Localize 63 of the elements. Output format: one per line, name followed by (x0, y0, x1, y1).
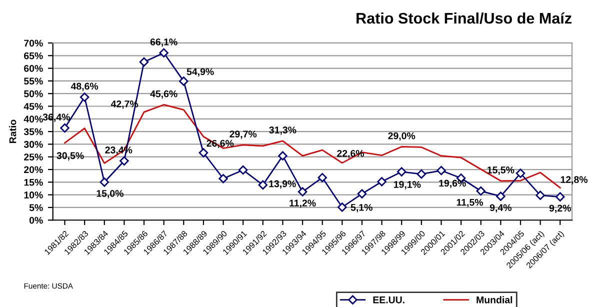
point (100, 178, 110, 187)
point (198, 148, 208, 158)
data-label: 29,7% (230, 130, 257, 139)
point (338, 202, 347, 212)
point (496, 192, 506, 201)
point (516, 168, 526, 178)
y-tick-label: 30% (24, 140, 43, 148)
data-label: 11,5% (456, 198, 484, 208)
point (80, 92, 90, 102)
y-tick-label: 45% (24, 103, 43, 110)
data-label: 11,2% (290, 200, 316, 208)
y-tick-label: 25% (24, 154, 43, 160)
data-label: 19,6% (439, 180, 466, 188)
data-label: 31,3% (269, 126, 296, 135)
legend-label: EE.UU. (373, 296, 404, 304)
y-tick-label: 15% (24, 178, 43, 186)
point (357, 189, 367, 198)
y-axis-title: Ratio (9, 120, 16, 144)
y-tick-label: 70% (24, 40, 43, 47)
point (436, 166, 446, 176)
data-label: 5,1% (350, 204, 372, 212)
point (258, 180, 268, 190)
point (318, 172, 327, 182)
data-label: 13,9% (269, 180, 296, 189)
data-label: 54,9% (186, 68, 214, 77)
data-label: 15,0% (96, 190, 124, 198)
point (179, 76, 188, 86)
point (238, 165, 248, 175)
point (139, 57, 149, 67)
legend-label: Mundial (476, 296, 512, 304)
point (278, 151, 288, 160)
point (120, 156, 129, 166)
data-label: 9,4% (490, 204, 512, 212)
y-tick-label: 35% (24, 128, 43, 136)
y-tick-label: 55% (24, 78, 43, 85)
data-label: 19,1% (394, 181, 421, 190)
data-label: 29,0% (388, 132, 416, 141)
point (416, 169, 426, 179)
point (298, 187, 308, 196)
y-tick-label: 5% (29, 204, 43, 212)
point (556, 192, 565, 202)
y-tick-label: 65% (24, 52, 43, 60)
data-label: 12,8% (560, 176, 588, 184)
point (60, 123, 70, 133)
y-tick-label: 10% (24, 192, 43, 198)
point (396, 167, 406, 176)
y-tick-label: 60% (24, 65, 43, 72)
data-label: 15,5% (488, 166, 514, 175)
y-tick-label: 20% (24, 166, 43, 174)
point (377, 177, 386, 186)
data-label: 48,6% (70, 82, 98, 92)
chart-title: Ratio Stock Final/Uso de Maíz (356, 12, 572, 24)
point (159, 48, 168, 58)
y-tick-label: 40% (24, 116, 43, 123)
data-label: 9,2% (549, 204, 571, 213)
data-label: 66,1% (150, 38, 178, 47)
point (536, 190, 545, 200)
y-tick-label: 0% (29, 216, 43, 224)
point (218, 174, 228, 184)
point (476, 186, 486, 196)
data-label: 45,6% (150, 90, 178, 99)
data-label: 30,5% (56, 152, 84, 160)
y-tick-label: 50% (24, 90, 43, 98)
